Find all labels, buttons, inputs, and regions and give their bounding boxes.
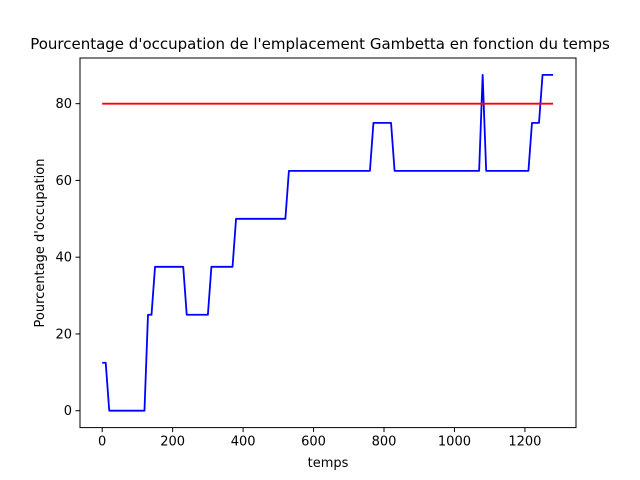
plot-frame [79, 57, 577, 429]
y-tick-label: 0 [64, 404, 72, 419]
y-tick-label: 60 [55, 174, 72, 189]
y-tick-label: 80 [55, 97, 72, 112]
x-axis: 0 200 400 600 800 1000 1200 [98, 427, 541, 450]
y-axis-label: Pourcentage d'occupation [33, 159, 48, 328]
x-tick-label: 200 [160, 435, 185, 450]
x-tick-label: 0 [98, 435, 106, 450]
y-tick-label: 40 [55, 251, 72, 266]
chart-title: Pourcentage d'occupation de l'emplacemen… [30, 35, 610, 53]
series-layer [102, 73, 554, 412]
x-tick-label: 1000 [438, 435, 471, 450]
y-axis: 0 20 40 60 80 [55, 97, 80, 419]
x-tick-label: 1200 [508, 435, 541, 450]
y-tick-label: 20 [55, 327, 72, 342]
x-tick-label: 600 [301, 435, 326, 450]
x-tick-label: 800 [372, 435, 397, 450]
series-line-0 [102, 73, 554, 412]
x-tick-label: 400 [231, 435, 256, 450]
x-axis-label: temps [308, 456, 349, 471]
